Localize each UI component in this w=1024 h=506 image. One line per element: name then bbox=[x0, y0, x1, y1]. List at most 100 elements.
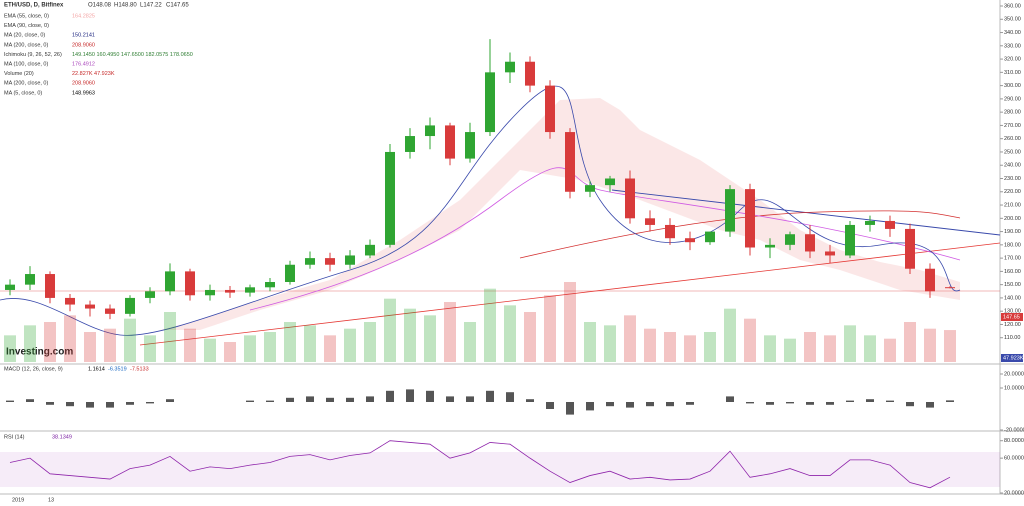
panel-borders bbox=[0, 0, 1024, 495]
volume-bar bbox=[924, 328, 936, 362]
volume-tag-bg bbox=[1001, 354, 1023, 362]
volume-bar bbox=[104, 328, 116, 362]
volume-bar bbox=[344, 328, 356, 362]
candle-body bbox=[645, 218, 655, 225]
volume-bar bbox=[44, 322, 56, 362]
volume-bar bbox=[144, 335, 156, 362]
indicator-label: MA (20, close, 0) bbox=[4, 33, 45, 39]
volume-bar bbox=[884, 338, 896, 362]
macd-bar bbox=[806, 402, 814, 405]
candle-body bbox=[505, 61, 515, 73]
y-tick-label: 20.0000 bbox=[1004, 371, 1024, 377]
candle-body bbox=[25, 274, 35, 285]
candle-body bbox=[245, 287, 255, 293]
y-tick-label: 310.00 bbox=[1004, 70, 1021, 76]
volume-bar bbox=[384, 298, 396, 362]
macd-bar bbox=[26, 399, 34, 402]
ohlc-low: L147.22 bbox=[140, 3, 162, 9]
candle-body bbox=[705, 231, 715, 243]
macd-bar bbox=[506, 392, 514, 402]
candle-body bbox=[485, 72, 495, 133]
macd-bar bbox=[866, 399, 874, 402]
volume-bar bbox=[64, 315, 76, 362]
macd-bar bbox=[486, 390, 494, 402]
volume-bar bbox=[244, 335, 256, 362]
macd-bar bbox=[66, 402, 74, 407]
volume-bar bbox=[484, 288, 496, 362]
candle-body bbox=[65, 297, 75, 305]
volume-bar bbox=[944, 330, 956, 362]
macd-bar bbox=[746, 402, 754, 404]
indicator-value: 164.2825 bbox=[72, 13, 95, 19]
volume-bar bbox=[664, 332, 676, 362]
volume-bar bbox=[704, 332, 716, 362]
candle-body bbox=[125, 297, 135, 314]
volume-bar bbox=[724, 308, 736, 362]
macd-bar bbox=[6, 400, 14, 402]
volume-bar bbox=[764, 335, 776, 362]
trendline bbox=[139, 242, 1001, 346]
macd-bar bbox=[366, 396, 374, 402]
volume-bar bbox=[624, 315, 636, 362]
volume-bar bbox=[784, 338, 796, 362]
y-tick-label: 280.00 bbox=[1004, 110, 1021, 116]
macd-bar bbox=[646, 402, 654, 407]
macd-bar bbox=[306, 396, 314, 402]
y-tick-label: 350.00 bbox=[1004, 17, 1021, 23]
candle-body bbox=[685, 238, 695, 243]
volume-bar bbox=[544, 295, 556, 362]
macd-bar bbox=[166, 399, 174, 402]
y-tick-label: 140.00 bbox=[1004, 295, 1021, 301]
candle-body bbox=[465, 132, 475, 159]
y-tick-label: 250.00 bbox=[1004, 149, 1021, 155]
volume-bar bbox=[304, 325, 316, 362]
y-tick-label: 160.00 bbox=[1004, 269, 1021, 275]
macd-bar bbox=[106, 402, 114, 408]
y-tick-label: 260.00 bbox=[1004, 136, 1021, 142]
y-tick-label: 180.00 bbox=[1004, 242, 1021, 248]
macd-value: 1.1614 bbox=[88, 366, 105, 372]
brand: Investing.com bbox=[6, 347, 73, 358]
indicator-label: Volume (20) bbox=[4, 71, 34, 77]
candle-body bbox=[145, 291, 155, 298]
macd-bar bbox=[846, 400, 854, 402]
volume-bar bbox=[444, 302, 456, 362]
macd-bar bbox=[926, 402, 934, 408]
macd-bar bbox=[906, 402, 914, 407]
indicator-value: 148.9963 bbox=[72, 90, 95, 96]
ma-line bbox=[0, 85, 961, 336]
y-tick-label: 210.00 bbox=[1004, 202, 1021, 208]
candle-body bbox=[605, 178, 615, 186]
y-tick-label: 300.00 bbox=[1004, 83, 1021, 89]
candle-body bbox=[105, 308, 115, 314]
macd-bar bbox=[606, 402, 614, 407]
candle-body bbox=[865, 220, 875, 225]
price-tag: 147.65 bbox=[1003, 314, 1020, 320]
indicator-label: Ichimoku (9, 26, 52, 26) bbox=[4, 52, 62, 58]
volume-bar bbox=[164, 312, 176, 362]
y-tick-label: 80.0000 bbox=[1004, 438, 1024, 444]
candle-body bbox=[725, 189, 735, 232]
volume-bar bbox=[124, 318, 136, 362]
volume-bar bbox=[404, 308, 416, 362]
macd-bar bbox=[946, 400, 954, 402]
volume-bar bbox=[684, 335, 696, 362]
rsi-band bbox=[0, 452, 1000, 487]
candle-body bbox=[765, 244, 775, 248]
macd-bar bbox=[886, 400, 894, 402]
macd-bar bbox=[686, 402, 694, 405]
ohlc-open: O148.08 bbox=[88, 3, 112, 9]
macd-bar bbox=[386, 390, 394, 402]
candle-body bbox=[365, 244, 375, 256]
candle-body bbox=[545, 85, 555, 133]
macd-bar bbox=[726, 396, 734, 402]
macd-bar bbox=[346, 397, 354, 402]
volume-bar bbox=[224, 342, 236, 362]
macd-bar bbox=[566, 402, 574, 415]
rsi-line bbox=[9, 440, 951, 489]
candle-body bbox=[525, 61, 535, 86]
y-tick-label: 240.00 bbox=[1004, 163, 1021, 169]
rsi-value: 38.1349 bbox=[52, 434, 72, 440]
volume-bar bbox=[864, 335, 876, 362]
x-label: 13 bbox=[48, 497, 54, 503]
